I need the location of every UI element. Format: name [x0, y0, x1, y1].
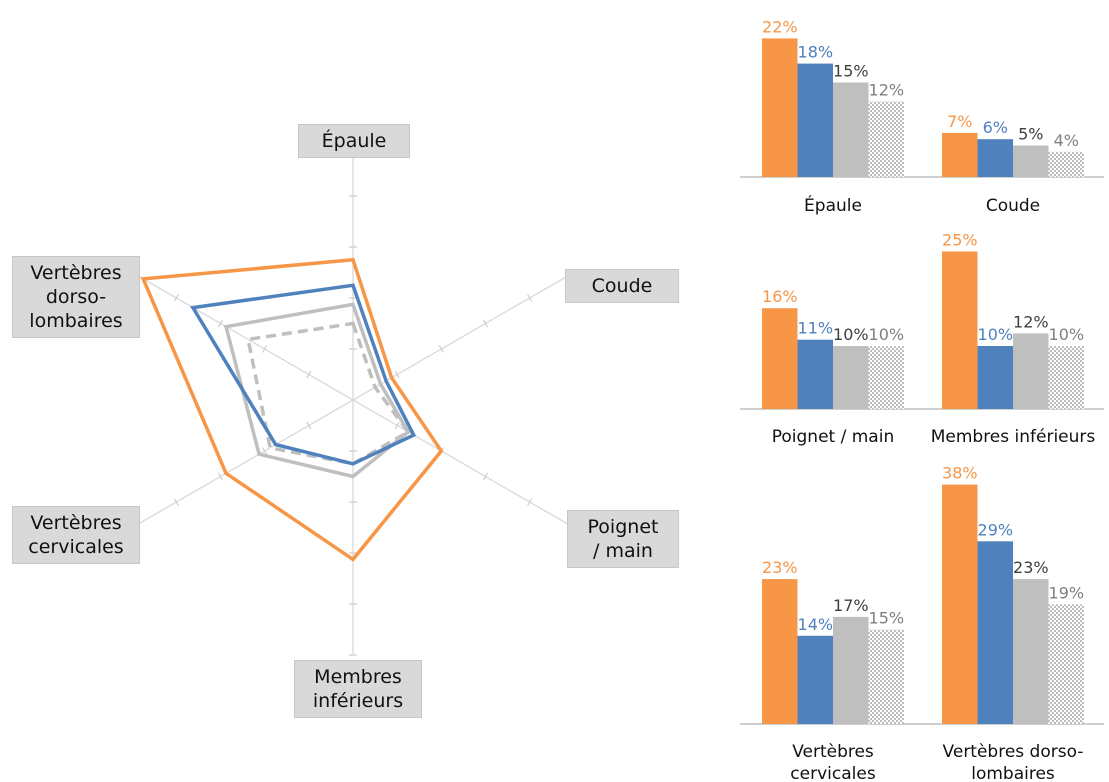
radar-axis-label: Vertèbres dorso- lombaires [12, 256, 140, 338]
radar-axis-label: Coude [565, 269, 679, 303]
radar-spoke [352, 399, 575, 529]
bar [868, 101, 904, 177]
radar-tick [217, 319, 224, 328]
bar-data-label: 10% [978, 325, 1014, 344]
radar-tick [438, 345, 444, 353]
bar-data-label: 4% [1054, 131, 1079, 150]
bar [977, 541, 1013, 724]
bar [1048, 604, 1084, 724]
bar-data-label: 10% [833, 325, 869, 344]
radar-spoke [352, 271, 575, 401]
bar [833, 616, 869, 724]
radar-spoke [131, 399, 354, 529]
bar-category-label: Vertèbres [792, 742, 874, 762]
bar [1013, 145, 1049, 177]
bar-data-label: 15% [833, 62, 869, 81]
bar [1013, 333, 1049, 409]
bar-category-label: Poignet / main [772, 427, 894, 447]
bar [762, 308, 798, 409]
bar [762, 38, 798, 178]
bar-data-label: 23% [762, 558, 798, 577]
bar-category-label: Épaule [804, 194, 862, 216]
radar-series-1 [190, 283, 417, 466]
bar [942, 484, 978, 724]
bar-data-label: 29% [978, 520, 1014, 539]
bar [1048, 346, 1084, 409]
bar [868, 629, 904, 724]
radar-tick [482, 319, 489, 328]
bar-data-label: 17% [833, 596, 869, 615]
radar-axis-label: Poignet / main [567, 510, 679, 568]
bar-data-label: 10% [869, 325, 905, 344]
radar-tick [173, 294, 179, 302]
bar-data-label: 12% [869, 80, 905, 99]
bar [797, 635, 833, 724]
bar [1013, 579, 1049, 724]
bar-category-label: Membres inférieurs [931, 427, 1096, 447]
bar-data-label: 14% [798, 615, 834, 634]
bar-data-label: 6% [983, 118, 1008, 137]
bar-data-label: 38% [942, 464, 978, 483]
bar [942, 132, 978, 177]
radar-series-3 [246, 321, 411, 466]
bar-category-label: cervicales [790, 764, 876, 782]
bar-data-label: 25% [942, 231, 978, 250]
radar-tick [394, 421, 400, 430]
bar-data-label: 5% [1018, 125, 1043, 144]
radar-tick [482, 472, 489, 481]
bar-data-label: 18% [798, 43, 834, 62]
radar-chart [129, 144, 577, 656]
bar-data-label: 15% [869, 609, 905, 628]
radar-series-2 [223, 302, 411, 479]
bar [762, 579, 798, 724]
bar-category-label: Vertèbres dorso- [943, 742, 1084, 762]
radar-tick [394, 370, 400, 379]
radar-axis-label: Membres inférieurs [294, 660, 422, 718]
bar-data-label: 10% [1049, 325, 1085, 344]
radar-tick [217, 472, 224, 481]
bar-category-label: Coude [986, 196, 1040, 216]
radar-tick [527, 498, 533, 506]
radar-spoke [131, 271, 354, 401]
bar-data-label: 16% [762, 287, 798, 306]
radar-tick [306, 421, 312, 430]
bar [797, 339, 833, 409]
radar-series-0 [140, 257, 444, 562]
bar [833, 346, 869, 409]
radar-axis-label: Vertèbres cervicales [12, 506, 140, 564]
radar-tick [173, 498, 179, 506]
bar-data-label: 12% [1013, 312, 1049, 331]
bar-data-label: 11% [798, 319, 834, 338]
bar [977, 139, 1013, 177]
bar-category-label: lombaires [971, 764, 1055, 782]
radar-tick [262, 447, 268, 455]
bar [942, 251, 978, 409]
bar [868, 346, 904, 409]
bar [1048, 151, 1084, 177]
radar-tick [527, 294, 533, 302]
bar [797, 63, 833, 177]
bar-data-label: 19% [1049, 583, 1085, 602]
radar-axis-label: Épaule [298, 124, 410, 158]
bar-data-label: 22% [762, 17, 798, 36]
bar-data-label: 7% [947, 112, 972, 131]
bar-data-label: 23% [1013, 558, 1049, 577]
bar [833, 82, 869, 177]
radar-tick [262, 345, 268, 353]
bar [977, 346, 1013, 409]
radar-tick [306, 370, 312, 379]
